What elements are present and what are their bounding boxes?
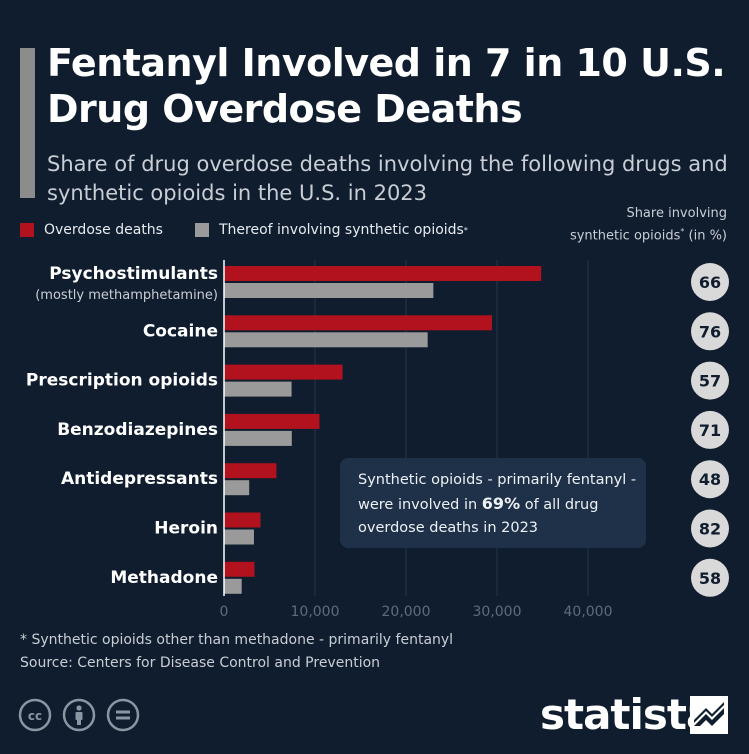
license-icons: cc bbox=[18, 698, 150, 732]
legend-footnote-marker: * bbox=[463, 225, 468, 235]
legend-item-synthetic: Thereof involving synthetic opioids * bbox=[194, 222, 468, 238]
svg-text:cc: cc bbox=[28, 709, 42, 723]
category-label: Benzodiazepines bbox=[57, 420, 218, 440]
bar-synthetic bbox=[224, 480, 250, 496]
callout-highlight: 69% bbox=[481, 494, 521, 513]
share-header-line1: Share involving bbox=[626, 206, 727, 221]
bar-overdose bbox=[224, 512, 261, 528]
share-circle bbox=[691, 558, 729, 597]
legend-item-overdose: Overdose deaths bbox=[20, 222, 163, 238]
share-circle bbox=[691, 460, 729, 499]
share-circle bbox=[691, 410, 729, 449]
title-accent-bar bbox=[20, 48, 35, 198]
legend: Overdose deaths Thereof involving synthe… bbox=[20, 222, 500, 238]
footnote: * Synthetic opioids other than methadone… bbox=[20, 632, 454, 648]
bar-synthetic bbox=[224, 430, 292, 446]
share-value: 57 bbox=[699, 372, 721, 391]
category-sublabel: (mostly methamphetamine) bbox=[35, 288, 218, 303]
bar-overdose bbox=[224, 315, 492, 331]
chart-title: Fentanyl Involved in 7 in 10 U.S. Drug O… bbox=[47, 41, 726, 131]
share-header-marker: * bbox=[680, 227, 685, 236]
bar-synthetic bbox=[224, 529, 254, 545]
share-circle bbox=[691, 509, 729, 548]
bar-overdose bbox=[224, 364, 343, 380]
legend-label-synthetic: Thereof involving synthetic opioids bbox=[218, 222, 464, 238]
share-header-line2: synthetic opioids bbox=[569, 228, 681, 244]
category-label: Antidepressants bbox=[61, 469, 218, 489]
category-label: Psychostimulants bbox=[49, 264, 218, 284]
category-label: Methadone bbox=[110, 568, 218, 588]
chart-subtitle: Share of drug overdose deaths involving … bbox=[47, 152, 728, 205]
x-tick-label: 0 bbox=[220, 604, 229, 620]
share-circle bbox=[691, 312, 729, 351]
statista-logo-icon[interactable] bbox=[690, 696, 728, 734]
category-label: Prescription opioids bbox=[26, 371, 218, 391]
callout-text: Synthetic opioids - primarily fentanyl -… bbox=[358, 469, 638, 540]
x-tick-label: 20,000 bbox=[382, 604, 431, 620]
attribution-icon[interactable] bbox=[62, 698, 96, 732]
share-value: 76 bbox=[699, 322, 721, 341]
statista-wordmark[interactable]: statista bbox=[540, 690, 714, 739]
bar-overdose bbox=[224, 266, 542, 281]
share-value: 48 bbox=[699, 470, 721, 489]
legend-swatch-overdose bbox=[20, 223, 34, 237]
callout-text-before: Synthetic opioids - primarily fentanyl -… bbox=[358, 472, 637, 513]
share-value: 82 bbox=[699, 520, 721, 539]
category-label: Cocaine bbox=[143, 321, 218, 341]
bar-overdose bbox=[224, 561, 255, 577]
share-circle bbox=[691, 361, 729, 400]
legend-label-overdose: Overdose deaths bbox=[44, 222, 163, 238]
x-tick-label: 30,000 bbox=[473, 604, 522, 620]
share-header-unit: (in %) bbox=[684, 228, 728, 244]
bar-synthetic bbox=[224, 283, 434, 298]
source-line: Source: Centers for Disease Control and … bbox=[20, 655, 381, 671]
share-value: 58 bbox=[699, 569, 721, 588]
callout-box: Synthetic opioids - primarily fentanyl -… bbox=[340, 458, 646, 548]
bar-overdose bbox=[224, 413, 320, 429]
share-column-header: Share involving synthetic opioids* (in %… bbox=[527, 205, 727, 245]
share-value: 71 bbox=[699, 421, 721, 440]
legend-swatch-synthetic bbox=[194, 223, 209, 237]
bar-overdose bbox=[224, 463, 277, 479]
bar-synthetic bbox=[224, 578, 242, 594]
category-label: Heroin bbox=[154, 519, 218, 539]
x-tick-label: 10,000 bbox=[291, 604, 340, 620]
share-circle bbox=[691, 263, 729, 301]
bar-synthetic bbox=[224, 381, 292, 397]
share-value: 66 bbox=[699, 273, 721, 292]
cc-icon[interactable]: cc bbox=[18, 698, 52, 732]
bar-synthetic bbox=[224, 332, 428, 348]
x-tick-label: 40,000 bbox=[564, 604, 613, 620]
no-derivatives-icon[interactable] bbox=[106, 698, 140, 732]
callout-text-after: of all drug overdose deaths in 2023 bbox=[358, 497, 599, 536]
